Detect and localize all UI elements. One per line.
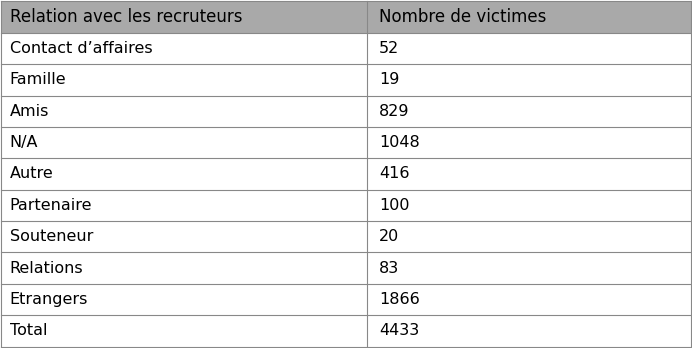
Bar [1,221,691,252]
Text: 1866: 1866 [379,292,420,307]
Text: 52: 52 [379,41,399,56]
Text: N/A: N/A [10,135,38,150]
Text: Amis: Amis [10,104,49,119]
Text: Contact d’affaires: Contact d’affaires [10,41,152,56]
Text: Relations: Relations [10,261,83,276]
Text: 4433: 4433 [379,323,419,338]
Text: 829: 829 [379,104,410,119]
Text: 20: 20 [379,229,399,244]
Text: 100: 100 [379,198,410,213]
Text: Total: Total [10,323,47,338]
Text: 83: 83 [379,261,399,276]
Bar [1,1,691,33]
Text: Autre: Autre [10,166,53,182]
Text: Souteneur: Souteneur [10,229,93,244]
Text: Nombre de victimes: Nombre de victimes [379,8,547,26]
Text: 19: 19 [379,72,399,87]
Text: 1048: 1048 [379,135,420,150]
Bar [1,96,691,127]
Bar [1,33,691,64]
Bar [1,190,691,221]
Bar [1,127,691,158]
Bar [1,252,691,284]
Text: 416: 416 [379,166,410,182]
Text: Famille: Famille [10,72,66,87]
Bar [1,64,691,96]
Bar [1,315,691,347]
Bar [1,158,691,190]
Bar [1,284,691,315]
Text: Partenaire: Partenaire [10,198,92,213]
Text: Etrangers: Etrangers [10,292,88,307]
Text: Relation avec les recruteurs: Relation avec les recruteurs [10,8,242,26]
